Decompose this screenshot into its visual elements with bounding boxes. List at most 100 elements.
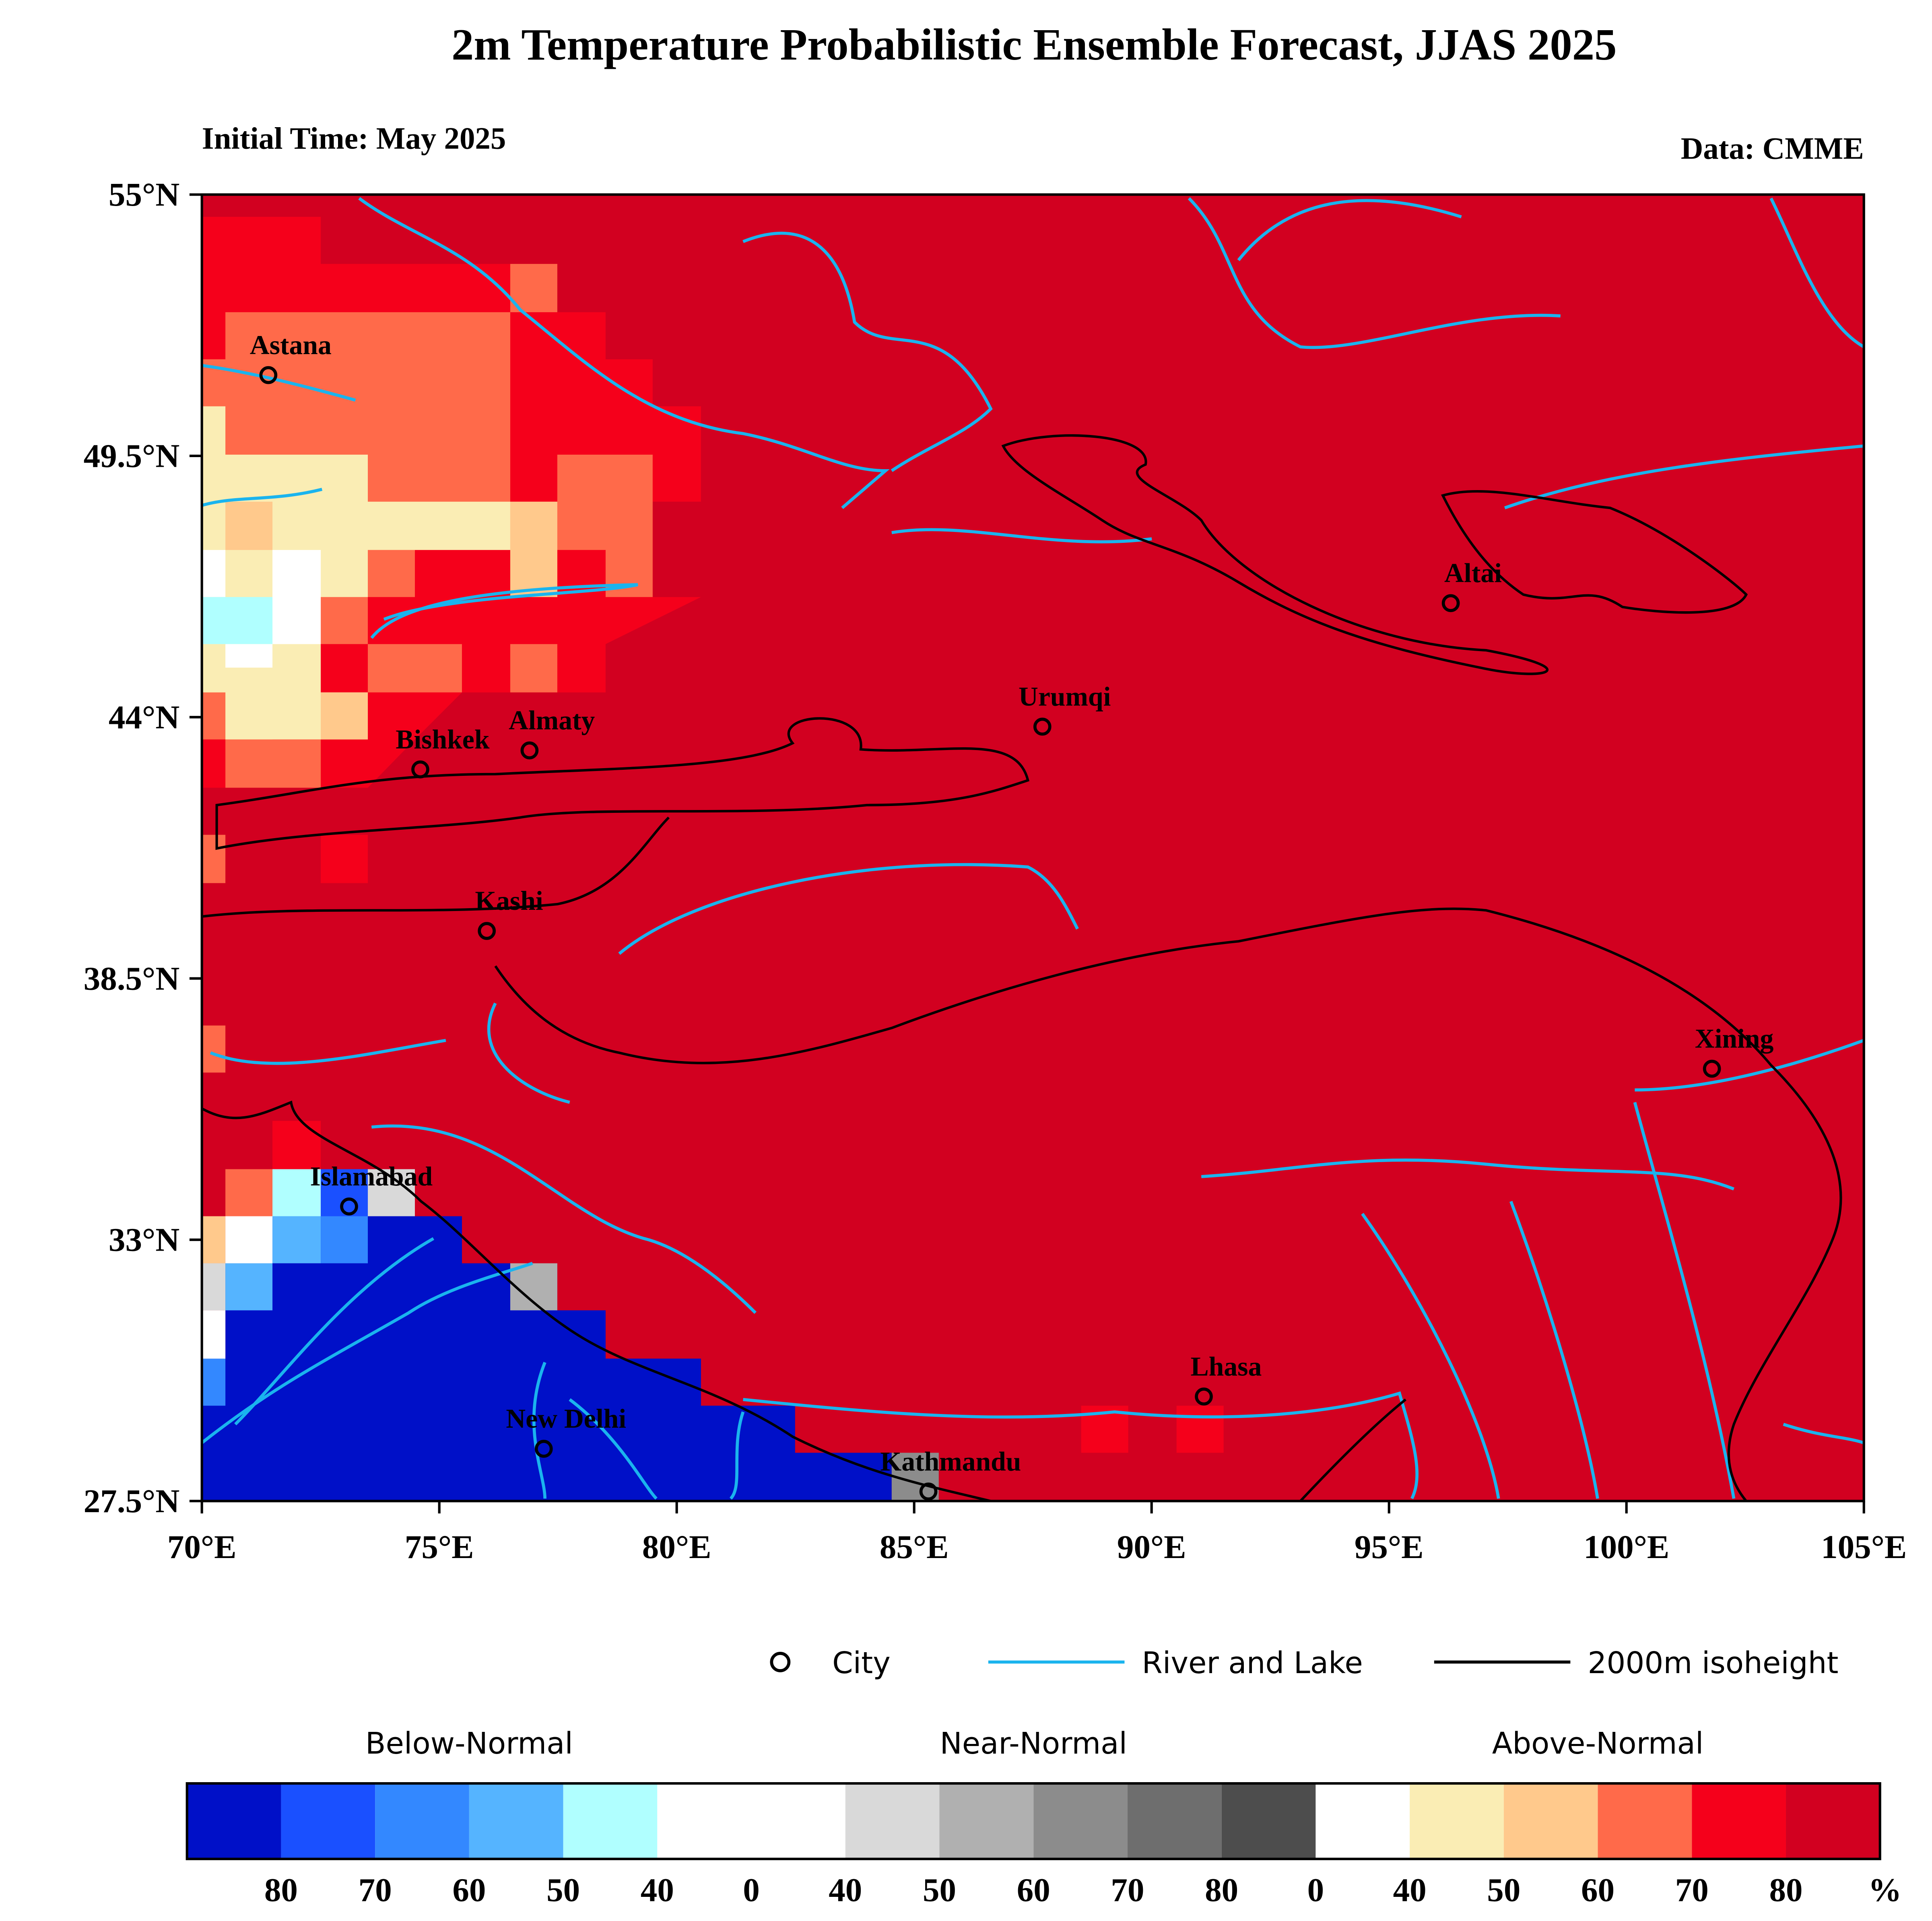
x-tick-label: 90°E xyxy=(1117,1528,1186,1565)
colorbar-label: 70 xyxy=(1111,1871,1144,1908)
colorbar-label: 70 xyxy=(359,1871,392,1908)
map-frame xyxy=(200,193,1865,1503)
river xyxy=(742,231,993,472)
river xyxy=(202,1237,745,1500)
x-tick-label: 80°E xyxy=(642,1528,711,1565)
colorbar-box xyxy=(1221,1783,1316,1859)
colorbar-box xyxy=(845,1783,940,1859)
colorbar: 80 70 60 50 40 0 40 50 60 70 80 0 40 50 60 70 80 % Below-N… xyxy=(186,1726,1902,1908)
cities: Astana Bishkek Almaty Kashi Urumqi Altai Xinin… xyxy=(250,330,1774,1501)
city-label: Urumqi xyxy=(1019,682,1111,712)
colorbar-label: 40 xyxy=(641,1871,674,1908)
cell xyxy=(272,550,321,644)
colorbar-box xyxy=(563,1783,658,1859)
city-label: Altai xyxy=(1444,558,1502,588)
city-marker xyxy=(1441,594,1460,612)
cell xyxy=(1176,1406,1224,1453)
colorbar-box xyxy=(1033,1783,1128,1859)
cells xyxy=(202,406,510,740)
title: 2m Temperature Probabilistic Ensemble Fo… xyxy=(452,20,1617,69)
river xyxy=(202,488,323,507)
colorbar-box xyxy=(1315,1783,1410,1859)
colorbar-group: Below-Normal xyxy=(365,1726,573,1761)
x-tick-label: 95°E xyxy=(1355,1528,1424,1565)
cell xyxy=(225,1263,273,1311)
colorbar-label: 60 xyxy=(1581,1871,1614,1908)
x-tick-label: 100°E xyxy=(1584,1528,1669,1565)
cell xyxy=(225,1216,273,1263)
colorbar-box xyxy=(1598,1783,1692,1859)
river xyxy=(1635,198,1864,1445)
river xyxy=(1504,444,1864,509)
city-marker xyxy=(919,1482,938,1501)
city-marker xyxy=(520,741,539,760)
cell xyxy=(225,501,273,550)
cell xyxy=(202,1358,226,1406)
river xyxy=(370,583,638,639)
colorbar-frame xyxy=(186,1782,1881,1860)
colorbar-label: 60 xyxy=(452,1871,486,1908)
city-marker xyxy=(1195,1387,1213,1406)
colorbar-box xyxy=(187,1783,281,1859)
city-marker xyxy=(411,760,429,779)
rivers xyxy=(202,197,1864,1500)
city-label: Islamabad xyxy=(310,1161,433,1191)
colorbar-label: 80 xyxy=(264,1871,298,1908)
legend-label: City xyxy=(832,1646,891,1680)
cell xyxy=(202,1263,226,1311)
colorbar-label: 80 xyxy=(1205,1871,1238,1908)
cell xyxy=(321,835,368,883)
cell xyxy=(510,644,557,693)
city-label: Bishkek xyxy=(396,724,490,754)
x-tick-label: 70°E xyxy=(167,1528,237,1565)
contour xyxy=(202,1101,991,1501)
cell xyxy=(202,835,226,883)
city-marker xyxy=(478,922,496,940)
y-tick-label: 44°N xyxy=(109,699,179,736)
cell xyxy=(202,550,226,597)
city-marker xyxy=(259,366,278,384)
river xyxy=(891,528,1152,544)
y-tick-label: 55°N xyxy=(109,176,179,213)
colorbar-box xyxy=(281,1783,375,1859)
river xyxy=(743,1391,1419,1499)
contour xyxy=(1001,434,1549,675)
city-label: Xining xyxy=(1695,1024,1774,1054)
initial-time: Initial Time: May 2025 xyxy=(202,121,506,156)
city-label: New Delhi xyxy=(506,1404,626,1434)
contour xyxy=(202,816,1842,1501)
cell xyxy=(225,644,273,668)
colorbar-label: 40 xyxy=(829,1871,862,1908)
y-tick-label: 49.5°N xyxy=(84,437,180,474)
colorbar-box xyxy=(469,1783,563,1859)
colorbar-box xyxy=(939,1783,1034,1859)
cell xyxy=(510,264,557,312)
x-tick-label: 85°E xyxy=(880,1528,949,1565)
cell xyxy=(321,692,368,740)
x-tick-label: 105°E xyxy=(1821,1528,1907,1565)
river xyxy=(210,1002,570,1104)
colorbar-label: 50 xyxy=(923,1871,956,1908)
colorbar-label: 80 xyxy=(1769,1871,1802,1908)
cell xyxy=(272,1216,321,1263)
city-marker xyxy=(1033,717,1052,736)
cell xyxy=(368,644,462,693)
cell xyxy=(225,1169,273,1216)
city-label: Kashi xyxy=(475,886,543,916)
city-marker xyxy=(1703,1059,1721,1078)
cell xyxy=(202,597,273,644)
cell xyxy=(510,501,557,597)
colorbar-label: 60 xyxy=(1017,1871,1050,1908)
contour xyxy=(1299,1398,1406,1501)
colorbar-label: 0 xyxy=(743,1871,760,1908)
river xyxy=(358,197,890,509)
city-label: Astana xyxy=(250,330,332,360)
colorbar-box xyxy=(1786,1783,1880,1859)
colorbar-label: 40 xyxy=(1393,1871,1427,1908)
colorbar-box xyxy=(1692,1783,1786,1859)
colorbar-unit: % xyxy=(1868,1871,1902,1908)
data-source: Data: CMME xyxy=(1681,131,1864,165)
cell xyxy=(321,1169,368,1216)
city-label: Almaty xyxy=(509,705,595,736)
